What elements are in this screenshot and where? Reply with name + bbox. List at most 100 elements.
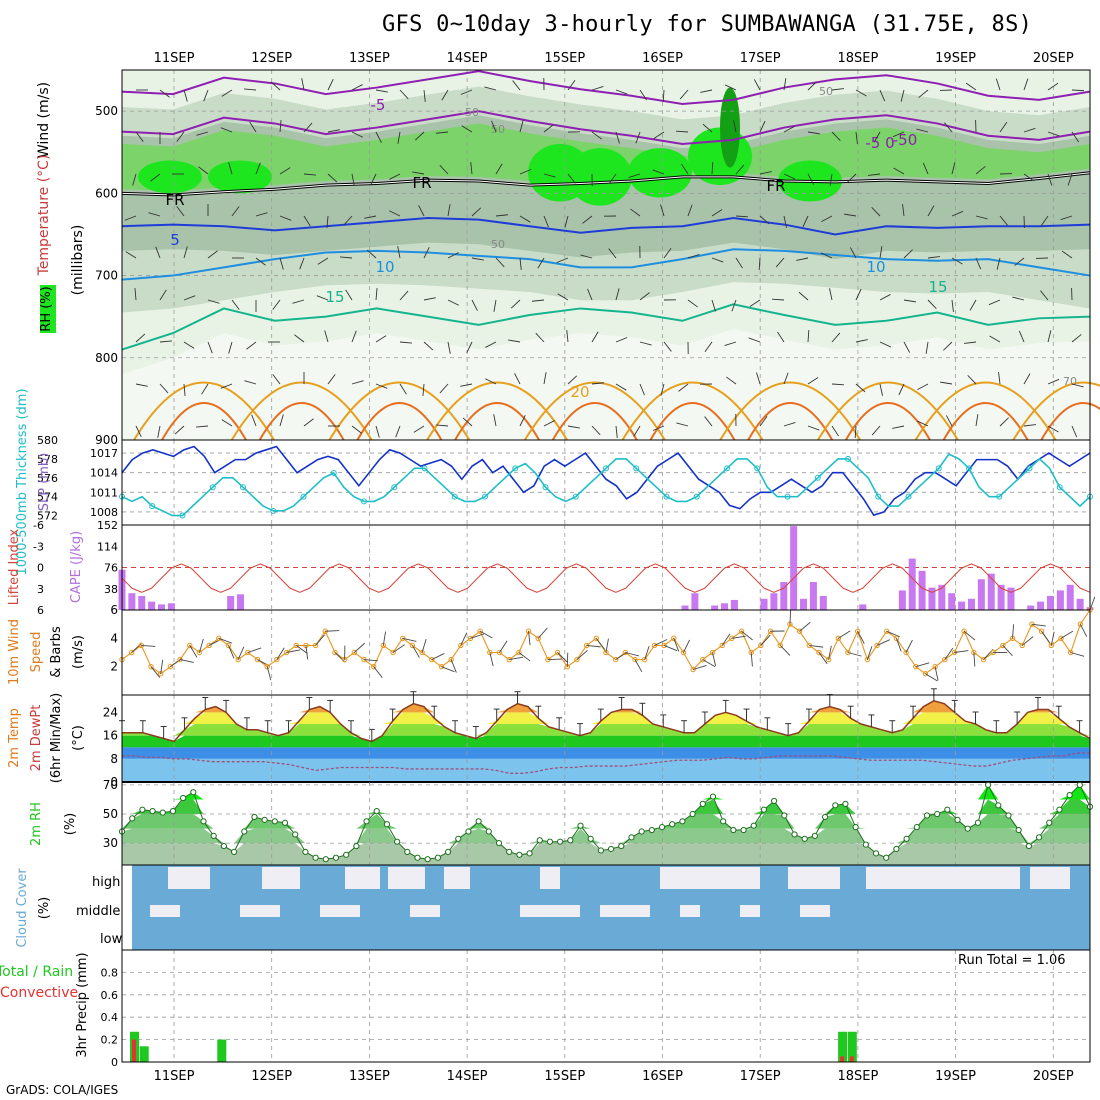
t2m-label-1: 2m Temp: [7, 708, 22, 768]
wind-barb: [829, 173, 833, 186]
upper-rh-label: RH (%): [39, 286, 54, 331]
cloud-row-low: low: [100, 932, 123, 947]
wind-barb-10m: [1031, 623, 1046, 627]
cape-axis-label: CAPE (J/kg): [69, 531, 84, 603]
wind-barb: [591, 331, 599, 343]
wind-barb: [1023, 127, 1036, 133]
wind-barb-10m: [334, 652, 346, 663]
wind-tick-label: 2: [110, 660, 118, 674]
rh-marker: [781, 812, 788, 819]
wind-barb: [535, 332, 545, 343]
wind-barb: [1047, 82, 1059, 91]
wind-barb: [207, 341, 213, 354]
wind-barb: [702, 123, 713, 133]
wind-speed-marker: [225, 642, 232, 649]
rh-marker: [995, 802, 1002, 809]
wind-speed-marker: [1067, 649, 1074, 656]
rh-marker: [934, 810, 941, 818]
contour-label: FR: [412, 174, 431, 192]
wind-barb: [587, 288, 593, 301]
wind-barb: [652, 425, 665, 431]
wind-barb: [868, 173, 881, 176]
rh-marker: [638, 828, 645, 835]
thickness-marker: [300, 493, 307, 500]
wind-barb: [567, 80, 576, 91]
wind-barb: [916, 128, 929, 133]
wind-speed-marker: [206, 642, 212, 649]
wind-barb-10m: [392, 644, 405, 653]
wind-barb-10m: [499, 640, 508, 653]
wind-barb: [630, 208, 641, 217]
wind-barb: [711, 299, 716, 312]
wind-speed-marker: [661, 642, 667, 649]
wind-barb: [922, 162, 929, 175]
wind-barb-10m: [537, 627, 548, 639]
contour-label: 10: [375, 258, 394, 276]
wind-speed-marker: [467, 635, 474, 642]
cape-bar: [681, 605, 689, 610]
wind-speed-marker: [612, 656, 619, 663]
wind-speed-marker: [554, 649, 561, 656]
wind-barb: [996, 257, 1001, 270]
wind-barb: [471, 299, 478, 311]
upper-wind-label: Wind (m/s): [36, 82, 52, 158]
wind-barb: [1047, 378, 1060, 385]
rh-marker: [720, 818, 727, 825]
isotherm-top: [121, 70, 1091, 106]
rh-marker: [730, 826, 737, 834]
isotherm-20: [523, 381, 666, 441]
cloud-high-clear: [788, 867, 840, 889]
wind-barb: [678, 383, 689, 392]
wind-barb: [148, 212, 161, 217]
wind-barb: [964, 341, 977, 344]
wind-barb: [183, 295, 196, 301]
wind-barb: [272, 299, 281, 310]
wind-barb: [854, 425, 857, 439]
cape-bar: [770, 593, 778, 610]
cape-bar: [918, 570, 926, 610]
rh-marker: [1076, 781, 1083, 789]
date-label-top: 13SEP: [349, 51, 390, 66]
isotherm-0: [121, 110, 1091, 146]
wind-barb: [375, 89, 388, 93]
wind-barb: [777, 331, 785, 343]
wind-barb-10m: [905, 639, 913, 653]
wind-barb: [135, 333, 146, 343]
wind-barb: [681, 163, 689, 175]
cape-bar: [928, 587, 936, 610]
rh-legend-swatch: [40, 285, 56, 333]
thickness-marker: [663, 493, 670, 500]
wind-barb: [493, 414, 497, 427]
wind-barb: [892, 131, 905, 138]
wind-barb: [436, 131, 449, 134]
wind-barb: [207, 250, 218, 259]
cape-bar: [227, 596, 235, 610]
precip-total-bar: [139, 1046, 149, 1062]
precip-convective-bar: [849, 1056, 854, 1062]
wind-barb: [580, 254, 593, 259]
wind-speed-marker: [128, 649, 135, 656]
isotherm-25: [747, 402, 834, 441]
wind-barb-10m: [866, 646, 873, 660]
wind-barb: [510, 299, 521, 309]
wind-speed-marker: [709, 649, 716, 656]
rh-marker: [455, 835, 462, 842]
thickness-marker: [1026, 465, 1033, 472]
wind-barb: [221, 89, 233, 97]
rh-marker: [200, 818, 207, 825]
wind-speed-marker: [448, 656, 454, 663]
wind-barb-10m: [1070, 652, 1085, 657]
wind-barb: [844, 213, 857, 217]
wind-barb: [639, 89, 647, 101]
contour-label: 50: [491, 238, 505, 251]
wind-barb: [196, 131, 209, 136]
rh-marker: [210, 832, 217, 839]
wind-barb-10m: [315, 634, 325, 646]
contour-label: 15: [928, 278, 947, 296]
wind-barb: [995, 78, 1001, 91]
wind-barb-10m: [373, 666, 383, 678]
cape-bar: [721, 603, 729, 610]
wind-barb: [660, 204, 665, 217]
wind-barb: [807, 329, 810, 343]
wind-barb: [301, 78, 305, 91]
